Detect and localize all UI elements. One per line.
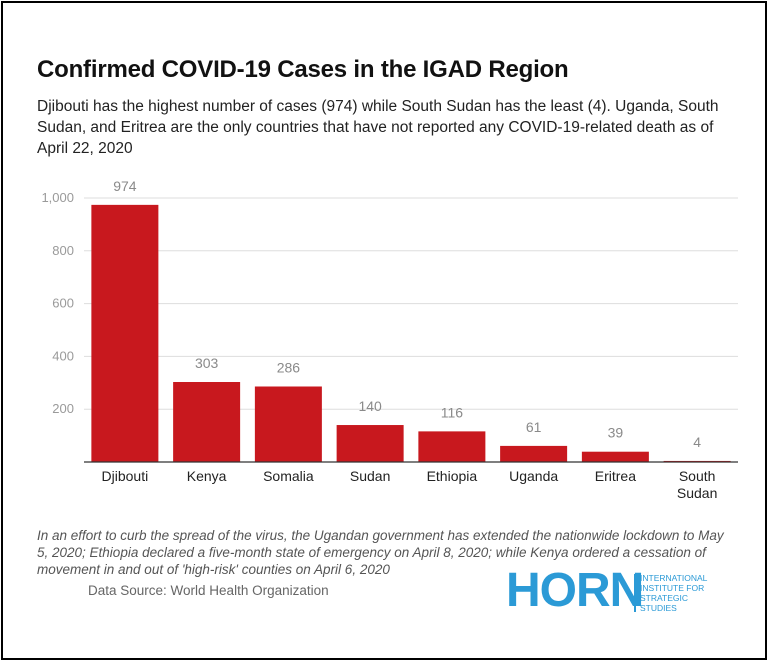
data-label: 39: [608, 425, 624, 441]
y-tick-label: 800: [52, 243, 74, 258]
logo-subtitle: INTERNATIONAL INSTITUTE FOR STRATEGIC ST…: [640, 573, 708, 613]
footnote: In an effort to curb the spread of the v…: [37, 528, 724, 577]
bar: [418, 431, 486, 462]
data-label: 4: [693, 434, 701, 450]
data-label: 116: [441, 404, 464, 420]
data-label: 61: [526, 419, 542, 435]
bar: [254, 386, 322, 462]
bar: [173, 382, 241, 462]
x-tick-label: Uganda: [509, 468, 558, 484]
x-tick-label: Sudan: [350, 468, 390, 484]
horn-logo: HORN INTERNATIONAL INSTITUTE FOR STRATEG…: [506, 564, 721, 617]
chart-subtitle: Djibouti has the highest number of cases…: [37, 98, 719, 157]
data-label: 286: [277, 359, 301, 375]
y-tick-label: 400: [52, 348, 74, 363]
chart-title: Confirmed COVID-19 Cases in the IGAD Reg…: [37, 56, 569, 83]
x-tick-label: Somalia: [263, 468, 314, 484]
bar: [336, 425, 404, 462]
logo-divider: [634, 574, 636, 612]
data-label: 303: [195, 355, 219, 371]
x-tick-label: Sudan: [677, 485, 717, 501]
data-source: Data Source: World Health Organization: [88, 583, 329, 598]
y-tick-label: 200: [52, 401, 74, 416]
bar: [500, 445, 568, 462]
x-tick-label: Eritrea: [595, 468, 636, 484]
bar: [91, 204, 159, 462]
data-label: 140: [358, 398, 382, 414]
bar-chart: 200 400 600 800 1,000 974 Djibouti 303 Kenya 286 S…: [41, 178, 738, 501]
x-tick-label: South: [679, 468, 716, 484]
y-tick-label: 600: [52, 296, 74, 311]
x-tick-label: Ethiopia: [427, 468, 478, 484]
logo-wordmark: HORN: [506, 564, 644, 617]
x-tick-label: Kenya: [187, 468, 227, 484]
x-tick-label: Djibouti: [102, 468, 149, 484]
y-tick-label: 1,000: [41, 190, 74, 205]
data-label: 974: [113, 178, 137, 194]
bar: [581, 451, 649, 462]
